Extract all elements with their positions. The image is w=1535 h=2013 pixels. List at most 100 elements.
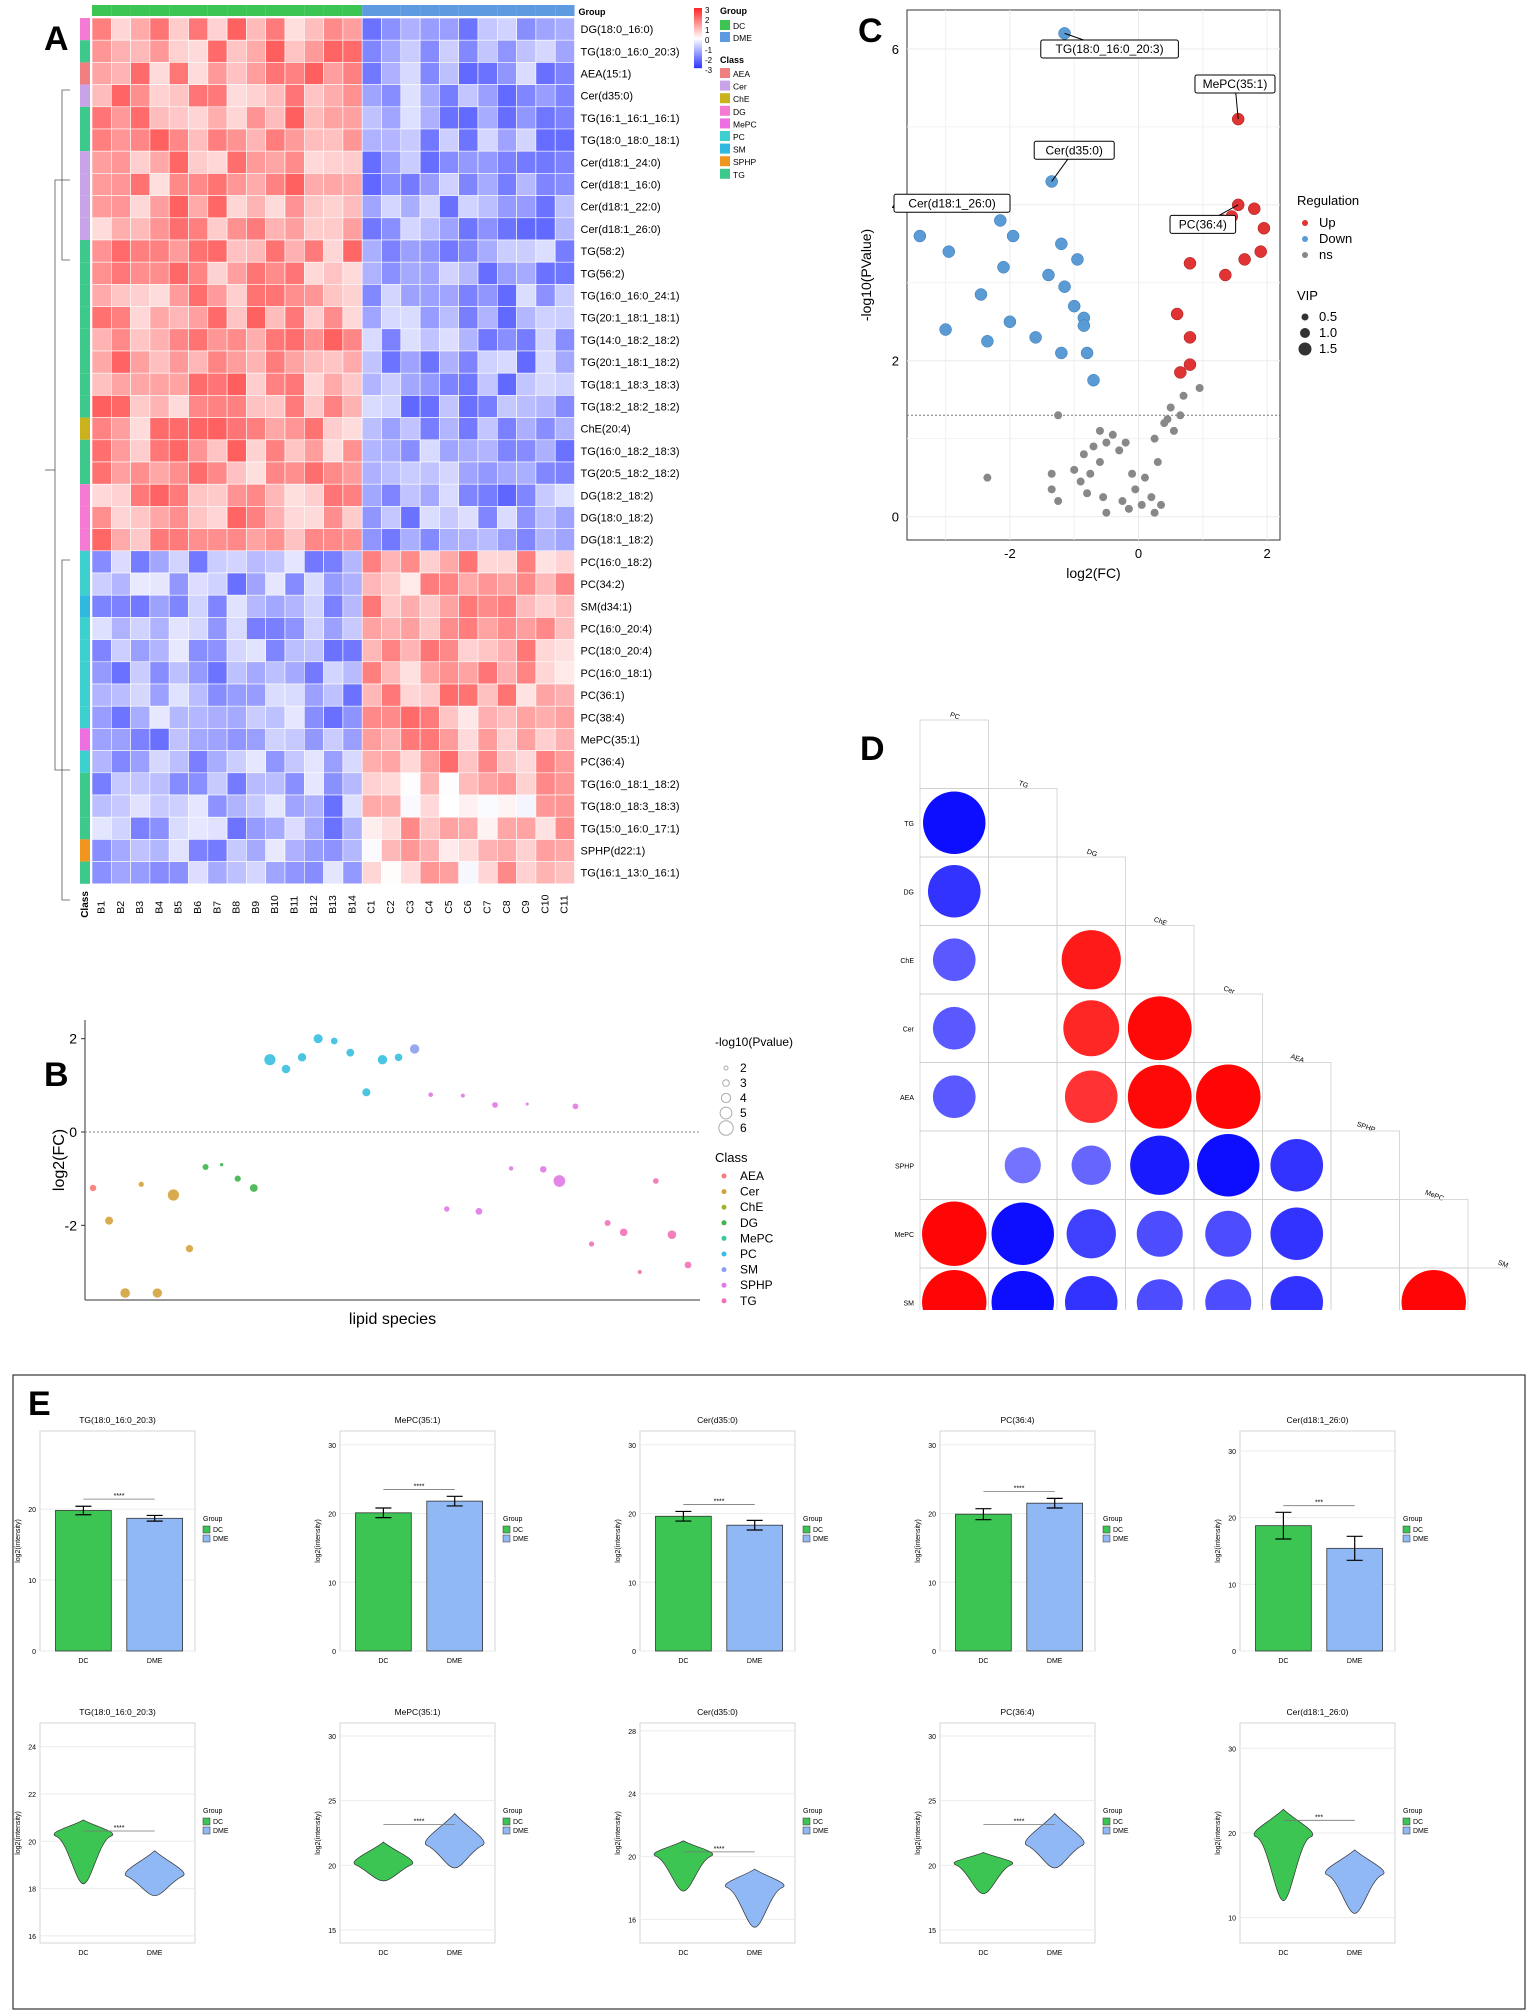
heatmap-cell — [284, 528, 305, 552]
c-regulation-legend-dot — [1302, 252, 1308, 258]
class-bar-cell — [80, 62, 90, 85]
class-bar-cell — [80, 750, 90, 773]
scale-bar-segment — [694, 45, 702, 47]
heatmap-row-label: TG(20:1_18:1_18:2) — [581, 357, 680, 369]
heatmap-cell — [188, 284, 209, 307]
heatmap-row-label: ChE(20:4) — [581, 424, 631, 436]
c-point-down — [1055, 346, 1068, 360]
heatmap-cell — [207, 372, 228, 396]
heatmap-cell — [439, 306, 459, 330]
heatmap-cell — [207, 173, 228, 196]
c-vip-legend-dot — [1298, 342, 1312, 356]
heatmap-cell — [188, 128, 209, 152]
heatmap-cell — [477, 417, 498, 441]
heatmap-cell — [516, 661, 537, 685]
heatmap-cell — [439, 239, 459, 263]
d-column-label: Cer — [1222, 985, 1236, 996]
class-bar-cell — [80, 639, 90, 662]
heatmap-cell — [226, 372, 247, 396]
e-bar-tick: 0 — [332, 1649, 336, 1656]
heatmap-cell — [419, 772, 440, 796]
heatmap-cell — [168, 284, 189, 307]
heatmap-cell — [111, 306, 131, 330]
heatmap-cell — [361, 594, 382, 618]
heatmap-cell — [361, 528, 382, 552]
d-row-label: Cer — [903, 1026, 915, 1033]
heatmap-cell — [303, 594, 324, 618]
e-bar-tick: 30 — [1228, 1449, 1236, 1456]
heatmap-cell — [284, 861, 305, 885]
b-class-legend-dot — [721, 1267, 727, 1273]
b-data-point — [508, 1166, 514, 1171]
e-legend-title: Group — [1103, 1516, 1123, 1523]
heatmap-cell — [323, 550, 344, 574]
heatmap-cell — [458, 661, 479, 685]
heatmap-cell — [246, 572, 266, 596]
heatmap-cell — [400, 217, 421, 241]
heatmap-cell — [381, 728, 402, 751]
class-legend-label: DG — [733, 107, 746, 117]
heatmap-cell — [496, 816, 517, 840]
d-correlation-circle — [1270, 1138, 1324, 1192]
heatmap-cell — [439, 550, 459, 574]
heatmap-cell — [207, 417, 228, 441]
volcano-panel-c: -2020246TG(18:0_16:0_20:3)MePC(35:1)Cer(… — [858, 9, 1359, 581]
scale-bar-segment — [694, 28, 702, 30]
b-data-point — [281, 1064, 291, 1074]
heatmap-cell — [168, 128, 189, 152]
e-x-tick: DME — [447, 1950, 463, 1957]
heatmap-cell — [226, 150, 247, 174]
heatmap-cell — [554, 128, 575, 152]
heatmap-cell — [303, 750, 324, 774]
heatmap-cell — [130, 239, 151, 263]
b-data-point — [553, 1175, 566, 1187]
heatmap-cell — [496, 195, 517, 219]
heatmap-cell — [284, 350, 305, 374]
heatmap-cell — [226, 106, 247, 130]
c-point-down — [1058, 27, 1071, 40]
b-size-legend-label: 5 — [740, 1106, 747, 1120]
heatmap-cell — [419, 594, 440, 618]
heatmap-cell — [149, 839, 170, 862]
heatmap-cell — [477, 639, 498, 663]
heatmap-cell — [246, 17, 266, 41]
heatmap-cell — [188, 683, 209, 707]
heatmap-cell — [400, 617, 421, 640]
e-x-tick: DC — [378, 1658, 388, 1665]
heatmap-cell — [149, 328, 170, 352]
heatmap-cell — [284, 328, 305, 352]
heatmap-cell — [554, 639, 575, 663]
heatmap-cell — [381, 195, 402, 219]
d-correlation-circle — [932, 1075, 976, 1119]
heatmap-cell — [284, 306, 305, 330]
d-grid-cell — [988, 1062, 1058, 1132]
heatmap-row-label: PC(16:0_20:4) — [581, 623, 653, 635]
heatmap-cell — [284, 461, 305, 485]
heatmap-cell — [419, 350, 440, 374]
heatmap-cell — [207, 816, 228, 840]
scale-bar-segment — [694, 21, 702, 23]
class-bar-cell — [80, 18, 90, 41]
c-point-ns — [1176, 411, 1185, 420]
heatmap-cell — [381, 17, 402, 41]
heatmap-cell — [361, 372, 382, 396]
heatmap-cell — [226, 861, 247, 885]
heatmap-cell — [516, 106, 537, 130]
c-point-ns — [1086, 469, 1095, 478]
heatmap-cell — [149, 439, 170, 463]
heatmap-cell — [361, 128, 382, 152]
heatmap-cell — [361, 306, 382, 330]
group-bar-cell — [130, 5, 150, 16]
class-legend-label: SPHP — [733, 157, 756, 167]
heatmap-cell — [111, 794, 131, 818]
heatmap-cell — [130, 617, 151, 640]
c-label-box — [1040, 39, 1179, 59]
heatmap-cell — [303, 839, 324, 862]
group-bar-cell — [381, 5, 401, 16]
d-column-label: SPHP — [1356, 1121, 1377, 1134]
b-data-point — [167, 1189, 179, 1201]
heatmap-cell — [323, 483, 344, 507]
c-regulation-legend-dot — [1302, 236, 1308, 242]
heatmap-row-label: TG(15:0_16:0_17:1) — [581, 823, 680, 835]
group-legend-label: DME — [733, 33, 752, 43]
